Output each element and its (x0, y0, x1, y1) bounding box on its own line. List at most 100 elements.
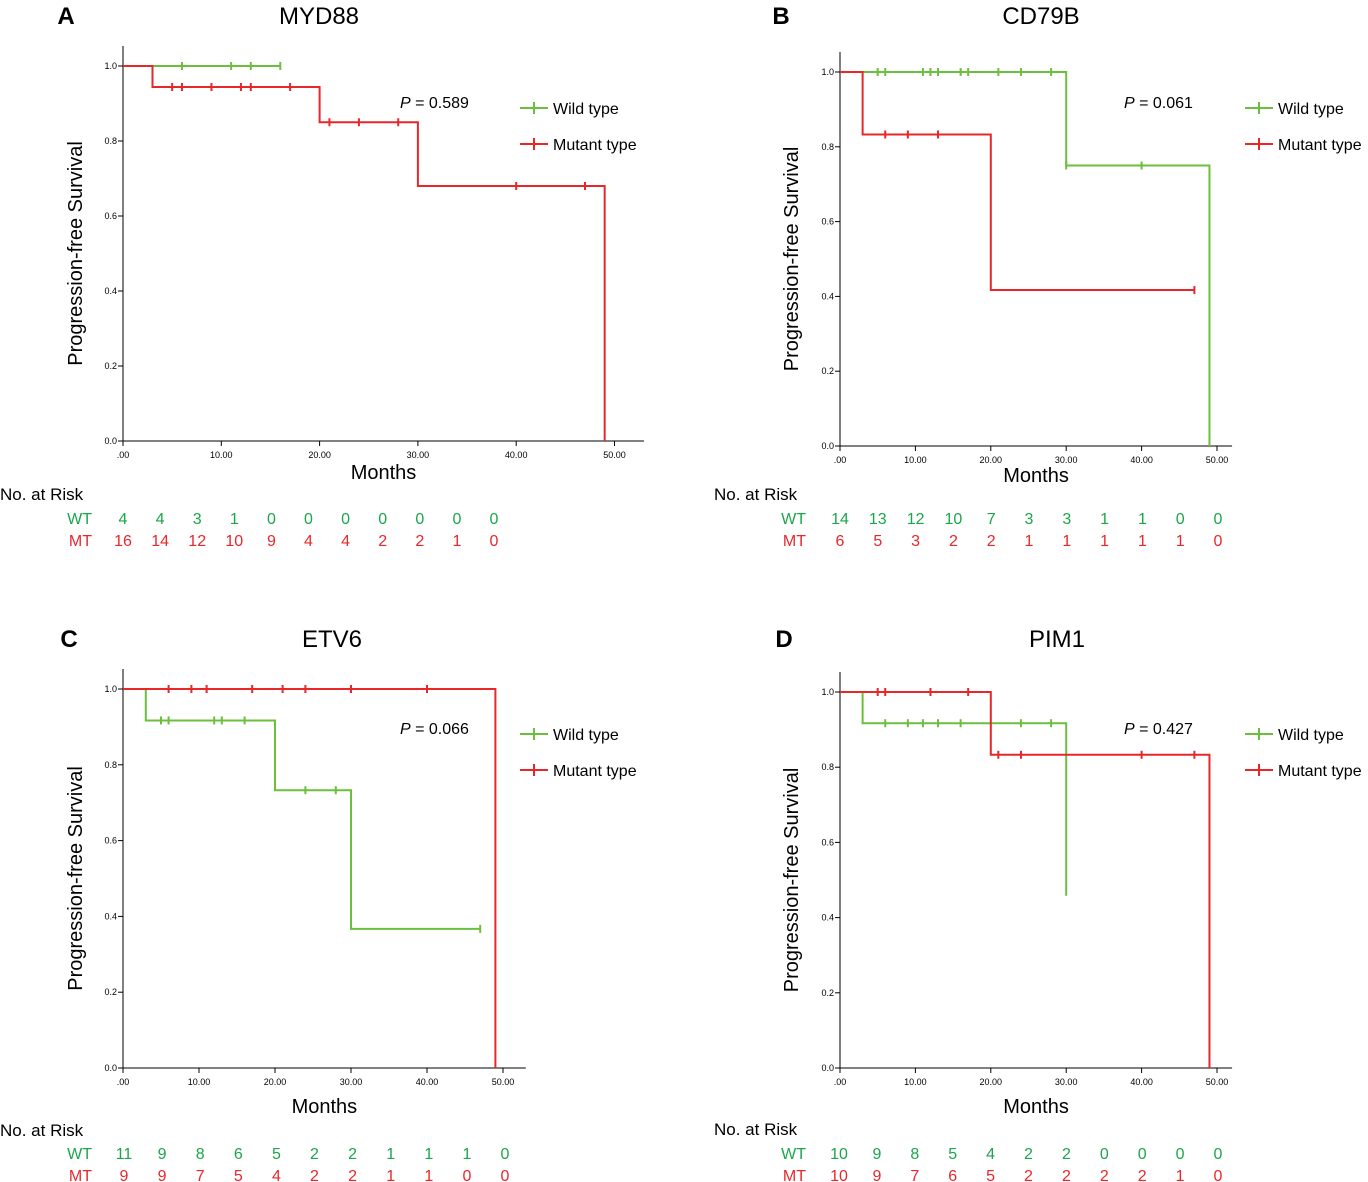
p-value-number: = 0.061 (1135, 95, 1193, 112)
panel-b: B CD79B 0.0 0.2 0.4 0.6 0.8 1.0 .00 10.00 20.00 30.… (714, 3, 1362, 550)
y-tick-label: 0.8 (104, 760, 117, 770)
risk-count: 1 (1176, 533, 1185, 550)
risk-count: 0 (490, 533, 499, 550)
risk-count: 12 (188, 533, 206, 550)
y-tick-label: 0.2 (104, 361, 117, 371)
y-tick-label: 1.0 (104, 684, 117, 694)
y-tick-label: 0.0 (821, 441, 834, 451)
risk-count: 14 (151, 533, 169, 550)
p-value-number: = 0.066 (411, 721, 469, 738)
risk-count: 1 (1100, 533, 1109, 550)
risk-count: 5 (986, 1168, 995, 1182)
x-tick-label: .00 (117, 1077, 130, 1087)
x-tick-label: 40.00 (1130, 455, 1153, 465)
x-tick-label: 20.00 (264, 1077, 287, 1087)
risk-count: 0 (1138, 1146, 1147, 1163)
x-tick-label: 50.00 (1206, 455, 1229, 465)
risk-count: 10 (945, 511, 963, 528)
x-tick-label: 40.00 (416, 1077, 439, 1087)
km-curve-mutant-type (123, 688, 497, 1068)
risk-count: 10 (225, 533, 243, 550)
x-tick-label: 10.00 (904, 1077, 927, 1087)
y-tick-label: 0.2 (104, 987, 117, 997)
risk-count: 2 (310, 1146, 319, 1163)
y-tick-label: 0.4 (821, 291, 834, 301)
y-tick-label: 1.0 (821, 67, 834, 77)
panel-c: C ETV6 0.0 0.2 0.4 0.6 0.8 1.0 .00 10.00 20.00 30.0… (0, 626, 637, 1182)
y-tick-label: 0.0 (104, 1063, 117, 1073)
y-tick-label: 0.6 (104, 211, 117, 221)
risk-count: 1 (1025, 533, 1034, 550)
risk-count: 1 (1138, 533, 1147, 550)
km-curve-mutant-type (840, 71, 1195, 292)
risk-count: 0 (341, 511, 350, 528)
risk-count: 13 (869, 511, 887, 528)
legend-label: Wild type (553, 101, 619, 118)
p-value: P = 0.427 (1124, 721, 1193, 738)
risk-count: 2 (949, 533, 958, 550)
risk-count: 3 (1062, 511, 1071, 528)
risk-count: 0 (1100, 1146, 1109, 1163)
risk-count: 5 (948, 1146, 957, 1163)
risk-count: 16 (114, 533, 132, 550)
legend-label: Wild type (553, 727, 619, 744)
legend-label: Mutant type (553, 137, 637, 154)
y-tick-label: 0.8 (821, 762, 834, 772)
risk-count: 8 (196, 1146, 205, 1163)
p-value-number: = 0.589 (411, 95, 469, 112)
risk-count: 4 (986, 1146, 995, 1163)
x-tick-label: 30.00 (1055, 1077, 1078, 1087)
risk-count: 0 (462, 1168, 471, 1182)
panel-letter: D (775, 626, 792, 653)
legend-label: Mutant type (1278, 137, 1362, 154)
risk-count: 2 (1062, 1168, 1071, 1182)
risk-count: 0 (1176, 511, 1185, 528)
x-tick-label: 50.00 (492, 1077, 515, 1087)
panel-letter: A (57, 3, 74, 30)
y-tick-label: 0.4 (821, 913, 834, 923)
risk-count: 0 (490, 511, 499, 528)
risk-count: 9 (158, 1168, 167, 1182)
risk-count: 0 (415, 511, 424, 528)
y-tick-label: 0.6 (821, 217, 834, 227)
y-tick-label: 0.0 (104, 436, 117, 446)
risk-count: 2 (348, 1146, 357, 1163)
x-tick-label: 10.00 (188, 1077, 211, 1087)
risk-count: 10 (830, 1168, 848, 1182)
y-tick-label: 0.4 (104, 286, 117, 296)
risk-count: 4 (272, 1168, 281, 1182)
risk-count: 0 (1214, 1168, 1223, 1182)
risk-count: 11 (116, 1146, 133, 1163)
risk-count: 4 (304, 533, 313, 550)
risk-count: 1 (386, 1146, 395, 1163)
y-tick-label: 0.0 (821, 1063, 834, 1073)
risk-row-label: WT (781, 1146, 806, 1163)
legend-label: Mutant type (1278, 763, 1362, 780)
panel-letter: C (60, 626, 77, 653)
risk-count: 7 (987, 511, 996, 528)
risk-count: 6 (234, 1146, 243, 1163)
risk-count: 2 (415, 533, 424, 550)
risk-count: 12 (907, 511, 925, 528)
p-value: P = 0.589 (400, 95, 469, 112)
x-tick-label: 40.00 (1130, 1077, 1153, 1087)
x-tick-label: 30.00 (340, 1077, 363, 1087)
risk-row-label: MT (783, 1168, 806, 1182)
risk-count: 1 (1100, 511, 1109, 528)
legend-label: Wild type (1278, 727, 1344, 744)
risk-count: 0 (1214, 1146, 1223, 1163)
risk-row-label: MT (783, 533, 806, 550)
risk-count: 7 (196, 1168, 205, 1182)
risk-count: 0 (501, 1146, 510, 1163)
risk-count: 2 (1024, 1168, 1033, 1182)
risk-count: 0 (267, 511, 276, 528)
x-axis-label: Months (351, 462, 417, 484)
y-tick-label: 0.2 (821, 366, 834, 376)
risk-count: 7 (910, 1168, 919, 1182)
km-curve-wild-type (840, 71, 1211, 446)
risk-count: 2 (1100, 1168, 1109, 1182)
risk-count: 6 (836, 533, 845, 550)
km-curve-wild-type (123, 688, 481, 930)
risk-count: 2 (1062, 1146, 1071, 1163)
